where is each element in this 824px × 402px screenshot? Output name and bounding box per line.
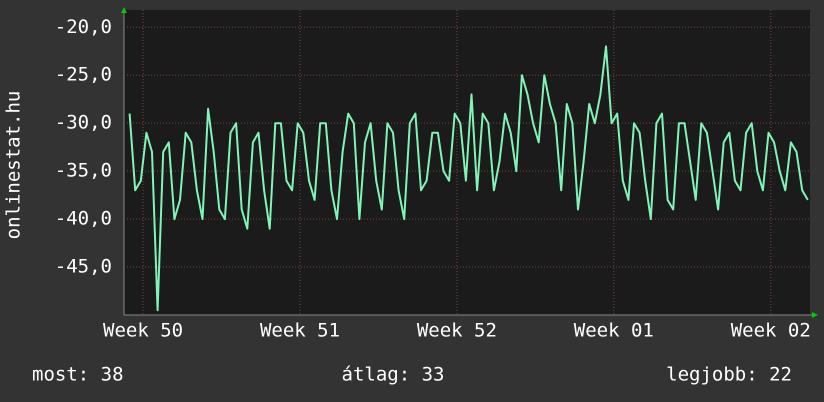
x-tick-label: Week 01 (574, 320, 654, 342)
x-tick-label: Week 02 (731, 320, 811, 342)
y-tick-label: -25,0 (55, 64, 112, 86)
y-axis-arrow (121, 7, 127, 13)
y-axis-label: onlinestat.hu (3, 91, 25, 240)
y-tick-label: -20,0 (55, 16, 112, 38)
y-tick-label: -45,0 (55, 256, 112, 278)
y-tick-label: -30,0 (55, 112, 112, 134)
y-tick-label: -40,0 (55, 208, 112, 230)
stat-current: most: 38 (32, 364, 124, 386)
stat-average: átlag: 33 (342, 364, 445, 386)
x-axis-arrow (812, 312, 818, 318)
line-series (128, 45, 809, 312)
x-tick-label: Week 50 (103, 320, 183, 342)
y-tick-label: -35,0 (55, 160, 112, 182)
x-tick-label: Week 52 (417, 320, 497, 342)
stat-best: legjobb: 22 (666, 364, 792, 386)
x-tick-label: Week 51 (260, 320, 340, 342)
